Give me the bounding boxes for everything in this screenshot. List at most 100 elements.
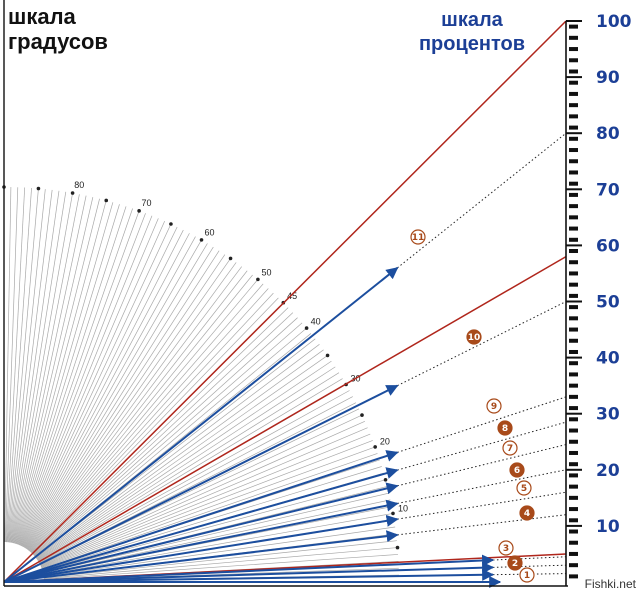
degree-scale-title-line2: градусов	[8, 29, 108, 54]
fan-line	[16, 206, 127, 545]
ruler-tick	[569, 495, 578, 500]
fan-line	[7, 189, 46, 543]
ruler-tick	[569, 518, 578, 523]
degree-dot	[36, 186, 41, 191]
degree-dot	[383, 477, 388, 482]
ruler-tick	[569, 215, 578, 220]
fan-line	[40, 414, 363, 566]
fan-line	[4, 187, 12, 543]
fan-line	[18, 213, 146, 545]
slope-arrow-2	[3, 561, 495, 583]
fan-line	[43, 547, 398, 579]
ruler-tick	[569, 540, 578, 545]
marker-circle	[509, 462, 525, 478]
fan-line	[42, 479, 386, 572]
ruler-tick	[569, 226, 578, 231]
fan-line	[43, 540, 397, 579]
ruler-tick	[569, 271, 578, 276]
ruler-tick	[569, 372, 578, 377]
fan-line	[36, 349, 324, 559]
percent-scale: 10 20 30 40 50 60 70 80 90 100	[565, 12, 632, 586]
ruler-tick	[569, 563, 578, 568]
ruler-tick	[569, 574, 578, 579]
dotted-extension-9	[397, 396, 567, 453]
slope-arrow-1	[3, 568, 495, 583]
fan-line	[43, 554, 399, 580]
ruler-tick	[569, 383, 578, 388]
fan-line	[13, 198, 100, 544]
fan-line	[43, 526, 396, 577]
degree-dot	[70, 191, 75, 195]
marker-label: 1	[524, 571, 530, 581]
ruler-tick	[569, 484, 578, 489]
marker-label: 9	[491, 402, 497, 412]
marker-circle	[507, 555, 523, 571]
fan-line	[23, 239, 202, 548]
fan-line	[15, 204, 120, 544]
degree-dot	[137, 209, 141, 213]
fan-line	[22, 233, 190, 547]
ruler-tick	[569, 181, 578, 186]
marker-9: 9	[486, 398, 502, 414]
marker-7: 7	[502, 440, 518, 456]
degree-fan	[4, 187, 399, 582]
ruler-tick	[569, 551, 578, 556]
degree-dot	[373, 445, 377, 449]
fan-line	[23, 236, 196, 548]
ruler-tick	[569, 338, 578, 343]
degree-label-50: 50	[261, 267, 271, 277]
degree-dot	[325, 353, 330, 358]
fan-line	[8, 189, 53, 543]
slope-arrow-5	[3, 514, 399, 583]
degree-dot	[199, 238, 204, 242]
degree-dot	[104, 198, 109, 203]
fan-line	[12, 197, 94, 544]
ruler-tick	[569, 24, 578, 29]
degree-dot	[391, 511, 395, 516]
fan-line	[38, 390, 350, 563]
degree-scale-title-line1: шкала	[8, 4, 76, 29]
percent-label-20: 20	[596, 461, 620, 481]
marker-11: 11	[410, 229, 426, 245]
fan-line	[40, 433, 371, 568]
degree-label-10: 10	[398, 504, 408, 514]
fan-line	[14, 200, 107, 544]
marker-circle	[497, 420, 513, 436]
marker-label: 6	[514, 466, 520, 476]
ruler-tick	[569, 136, 578, 141]
dotted-extension-10	[397, 301, 567, 387]
degree-label-70: 70	[141, 198, 151, 208]
reference-line	[3, 255, 567, 583]
degree-scale-title: шкала градусов	[8, 4, 108, 54]
ruler-tick	[569, 462, 578, 467]
fan-line	[26, 254, 226, 550]
fan-line	[31, 292, 274, 553]
percent-label-80: 80	[596, 124, 620, 144]
ruler-tick	[569, 473, 578, 478]
ruler-tick	[569, 192, 578, 197]
fan-line	[10, 192, 73, 543]
ruler-tick	[569, 394, 578, 399]
dotted-extension-8	[397, 421, 567, 471]
fan-line	[20, 223, 172, 546]
slope-arrow-7	[3, 482, 399, 583]
degree-dot	[395, 545, 400, 550]
percent-scale-title: шкала процентов	[412, 8, 532, 56]
fan-line	[41, 453, 378, 570]
marker-circle	[466, 329, 482, 345]
ruler-tick	[569, 125, 578, 130]
ruler-tick	[569, 316, 578, 321]
marker-6: 6	[509, 462, 525, 478]
fan-line	[43, 499, 391, 575]
marker-label: 7	[507, 444, 513, 454]
percent-scale-title-line1: шкала	[441, 9, 503, 31]
ruler-tick	[569, 204, 578, 209]
ruler-tick	[569, 103, 578, 108]
ruler-tick	[569, 293, 578, 298]
fan-line	[32, 307, 289, 555]
ruler-tick	[569, 249, 578, 254]
fan-line	[11, 195, 87, 543]
slope-arrow-11	[3, 267, 399, 583]
marker-label: 5	[521, 484, 527, 494]
fan-line	[34, 327, 307, 557]
